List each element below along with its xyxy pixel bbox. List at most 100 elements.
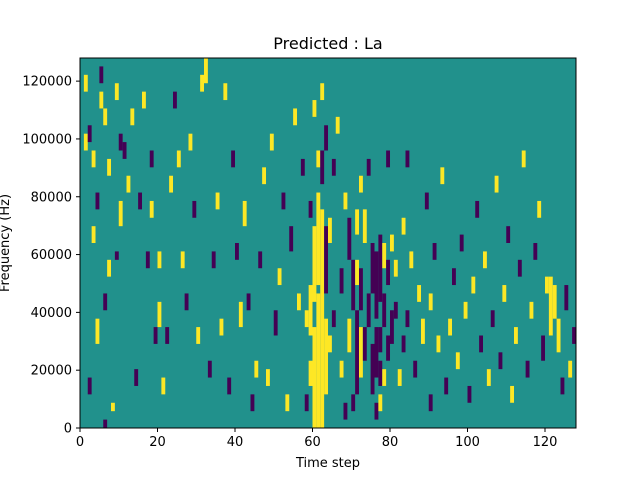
heatmap-cell bbox=[343, 192, 348, 210]
heatmap-cell bbox=[448, 318, 453, 336]
x-axis-label: Time step bbox=[295, 456, 360, 471]
y-tick-label: 100000 bbox=[22, 132, 72, 147]
heatmap-cell bbox=[300, 158, 305, 176]
heatmap-cell bbox=[355, 259, 360, 286]
y-tick-label: 0 bbox=[64, 422, 72, 437]
heatmap-cell bbox=[370, 243, 375, 294]
heatmap-cell bbox=[366, 293, 371, 328]
heatmap-cell bbox=[459, 234, 464, 252]
heatmap-cell bbox=[486, 369, 491, 386]
heatmap-cell bbox=[238, 301, 243, 328]
heatmap-cell bbox=[297, 293, 301, 311]
heatmap-cell bbox=[227, 377, 232, 395]
y-tick-label: 40000 bbox=[31, 306, 72, 321]
heatmap-cell bbox=[390, 234, 394, 252]
heatmap-cell bbox=[382, 293, 387, 328]
plot-area bbox=[79, 57, 577, 429]
heatmap-cell bbox=[541, 335, 546, 361]
heatmap-cell bbox=[83, 74, 88, 92]
heatmap-cell bbox=[235, 243, 239, 260]
heatmap-cell bbox=[572, 327, 577, 344]
heatmap-cell bbox=[362, 327, 367, 361]
heatmap-cell bbox=[200, 74, 205, 92]
y-tick-label: 80000 bbox=[31, 190, 72, 205]
heatmap-cell bbox=[87, 377, 92, 395]
heatmap-cell bbox=[331, 158, 336, 176]
chart-title: Predicted : La bbox=[273, 34, 382, 53]
heatmap-cell bbox=[355, 209, 360, 235]
heatmap-cell bbox=[452, 268, 456, 286]
heatmap-cell bbox=[304, 394, 309, 412]
heatmap-cell bbox=[312, 100, 317, 117]
heatmap-cell bbox=[417, 285, 422, 302]
heatmap-cell bbox=[405, 150, 410, 168]
heatmap-cell bbox=[347, 217, 352, 260]
heatmap-cell bbox=[149, 150, 154, 168]
x-axis: 0 20 40 60 80 100 120 bbox=[76, 428, 557, 450]
heatmap-cell bbox=[83, 133, 88, 151]
heatmap-cell bbox=[362, 209, 367, 243]
heatmap-cell bbox=[242, 200, 247, 227]
x-tick-label: 80 bbox=[382, 435, 399, 450]
heatmap-cell bbox=[366, 158, 371, 176]
heatmap-cell bbox=[277, 268, 282, 286]
heatmap-cell bbox=[266, 369, 270, 386]
heatmap-cell bbox=[386, 259, 391, 286]
heatmap-cell bbox=[304, 310, 309, 328]
heatmap-cell bbox=[91, 150, 96, 168]
y-tick-label: 20000 bbox=[31, 364, 72, 379]
heatmap-cell bbox=[533, 243, 538, 260]
heatmap-cell bbox=[188, 133, 193, 151]
heatmap-cell bbox=[269, 133, 274, 151]
heatmap-cell bbox=[293, 108, 298, 126]
heatmap-cell bbox=[219, 318, 224, 336]
heatmap-cell bbox=[440, 167, 445, 185]
heatmap-cell bbox=[424, 192, 429, 210]
heatmap-cell bbox=[390, 310, 394, 344]
heatmap-cell bbox=[335, 116, 340, 134]
heatmap-cell bbox=[308, 285, 313, 336]
heatmap-cell bbox=[343, 402, 348, 420]
heatmap-cell bbox=[130, 108, 135, 126]
heatmap-cell bbox=[564, 285, 569, 311]
heatmap-cell bbox=[351, 259, 356, 311]
heatmap-cell bbox=[215, 192, 220, 210]
heatmap-cell bbox=[316, 150, 321, 168]
heatmap-cell bbox=[103, 108, 108, 126]
x-tick-label: 60 bbox=[304, 435, 321, 450]
x-tick-label: 20 bbox=[149, 435, 166, 450]
heatmap-cell bbox=[316, 192, 321, 286]
heatmap-cell bbox=[374, 402, 379, 420]
heatmap-cell bbox=[471, 276, 476, 294]
heatmap-cell bbox=[521, 150, 526, 168]
heatmap-cell bbox=[223, 83, 228, 101]
heatmap-cell bbox=[401, 217, 406, 235]
heatmap-cell bbox=[165, 327, 170, 344]
heatmap-cell bbox=[463, 301, 468, 319]
heatmap-cell bbox=[320, 83, 325, 101]
heatmap-cell bbox=[552, 285, 557, 319]
heatmap-cell bbox=[95, 318, 100, 344]
heatmap-cell bbox=[157, 301, 162, 328]
heatmap-cell bbox=[312, 226, 317, 302]
heatmap-cell bbox=[308, 360, 313, 386]
heatmap-cell bbox=[161, 377, 166, 395]
heatmap-cell bbox=[262, 167, 267, 185]
heatmap-cell bbox=[556, 318, 561, 353]
heatmap-cell bbox=[320, 150, 325, 185]
heatmap-cell bbox=[145, 251, 150, 269]
heatmap-cell bbox=[211, 251, 216, 269]
heatmap-cell bbox=[545, 276, 549, 294]
heatmap-cell bbox=[378, 234, 383, 302]
heatmap-cell bbox=[506, 226, 511, 243]
heatmap-cell bbox=[537, 200, 542, 218]
heatmap-cell bbox=[548, 276, 553, 336]
heatmap-cell bbox=[479, 335, 484, 353]
x-tick-label: 0 bbox=[76, 435, 84, 450]
heatmap-cells bbox=[83, 58, 577, 428]
heatmap-cell bbox=[370, 343, 375, 395]
heatmap-cell bbox=[196, 327, 201, 344]
heatmap-cell bbox=[118, 200, 123, 227]
heatmap-cell bbox=[328, 217, 332, 243]
